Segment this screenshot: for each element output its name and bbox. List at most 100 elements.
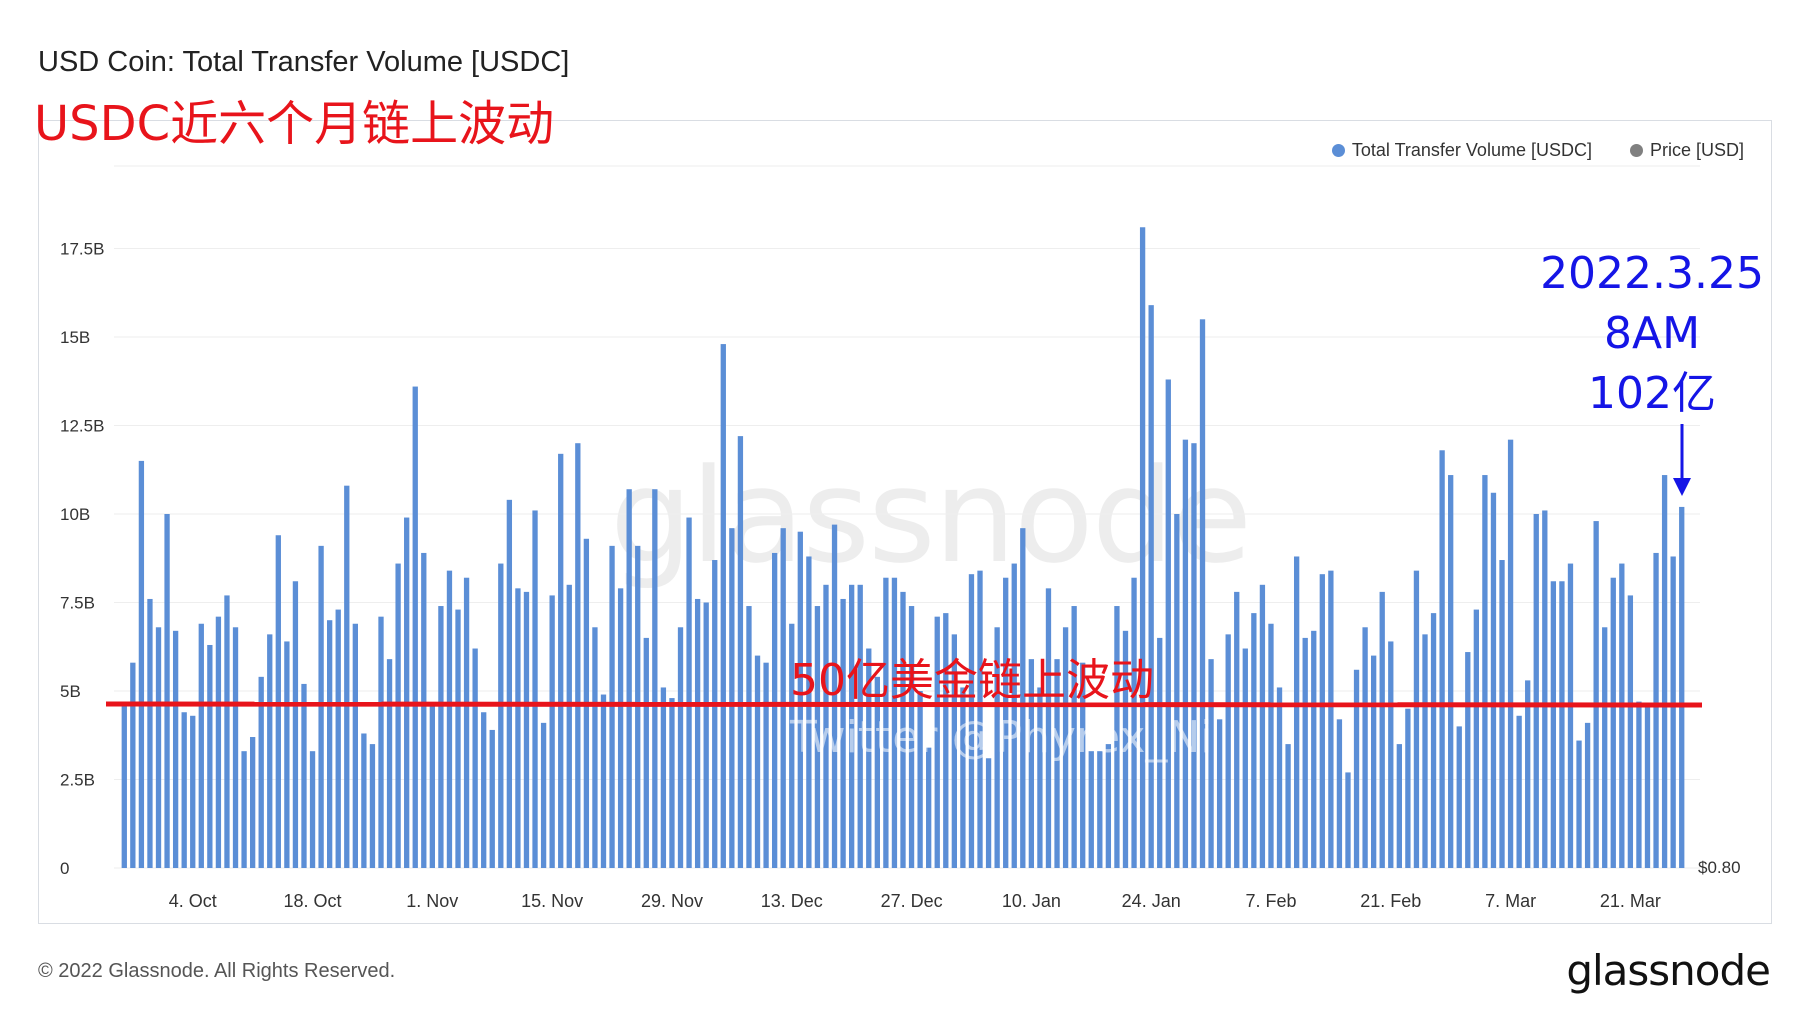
bar[interactable]: [1439, 450, 1445, 868]
bar[interactable]: [1199, 319, 1206, 868]
bar[interactable]: [960, 687, 966, 868]
bar[interactable]: [891, 577, 898, 868]
bar[interactable]: [1636, 701, 1642, 868]
bar[interactable]: [831, 524, 838, 868]
bar[interactable]: [1499, 560, 1505, 868]
bar[interactable]: [1225, 634, 1231, 868]
bar[interactable]: [523, 591, 530, 868]
bar[interactable]: [232, 627, 239, 868]
bar[interactable]: [926, 747, 932, 868]
bar[interactable]: [540, 722, 547, 868]
bar[interactable]: [806, 556, 812, 868]
bar[interactable]: [361, 733, 367, 868]
bar[interactable]: [635, 545, 641, 868]
bar[interactable]: [789, 623, 795, 868]
bar[interactable]: [558, 453, 564, 868]
bar[interactable]: [1020, 528, 1026, 868]
bar[interactable]: [1011, 563, 1017, 868]
bar[interactable]: [1148, 305, 1154, 868]
bar[interactable]: [515, 588, 521, 868]
bar[interactable]: [874, 676, 880, 868]
bar[interactable]: [352, 623, 358, 868]
bar[interactable]: [292, 581, 299, 868]
bar[interactable]: [1627, 595, 1634, 868]
bar[interactable]: [224, 595, 230, 868]
bar[interactable]: [378, 616, 384, 868]
bar[interactable]: [207, 644, 213, 868]
bar[interactable]: [677, 627, 684, 868]
bar[interactable]: [1293, 556, 1300, 868]
bar[interactable]: [1114, 606, 1120, 868]
bar[interactable]: [840, 598, 846, 868]
bar[interactable]: [737, 436, 744, 868]
bar[interactable]: [849, 584, 855, 868]
bar[interactable]: [771, 552, 778, 868]
bar[interactable]: [327, 620, 333, 868]
bar[interactable]: [1473, 609, 1479, 868]
bar[interactable]: [703, 602, 709, 869]
bar[interactable]: [626, 489, 632, 868]
bar[interactable]: [1242, 648, 1248, 868]
bar[interactable]: [1559, 581, 1565, 868]
bar[interactable]: [1353, 669, 1360, 868]
bar[interactable]: [429, 705, 435, 868]
bar[interactable]: [720, 344, 726, 869]
bar[interactable]: [592, 627, 598, 868]
bar[interactable]: [660, 687, 667, 868]
bar[interactable]: [609, 545, 615, 868]
bar[interactable]: [1191, 443, 1197, 868]
bar[interactable]: [686, 517, 692, 868]
bar[interactable]: [1482, 475, 1488, 868]
bar[interactable]: [1422, 634, 1428, 868]
bar[interactable]: [1311, 630, 1317, 868]
bar[interactable]: [754, 655, 761, 868]
bar[interactable]: [617, 588, 624, 868]
bar[interactable]: [181, 712, 187, 868]
bar[interactable]: [1533, 514, 1539, 868]
bar[interactable]: [985, 758, 992, 868]
bar[interactable]: [1602, 627, 1608, 868]
legend-item-volume[interactable]: Total Transfer Volume [USDC]: [1331, 140, 1592, 161]
bar[interactable]: [823, 584, 829, 868]
bar[interactable]: [155, 627, 162, 868]
bar[interactable]: [386, 659, 393, 868]
bar[interactable]: [866, 648, 872, 868]
bar[interactable]: [335, 609, 341, 868]
bar[interactable]: [1525, 680, 1531, 868]
bar[interactable]: [1234, 591, 1240, 868]
bar[interactable]: [1550, 581, 1557, 868]
bar[interactable]: [1388, 641, 1394, 868]
bar[interactable]: [438, 606, 444, 868]
bar[interactable]: [1139, 227, 1146, 868]
bar[interactable]: [258, 676, 264, 868]
bar[interactable]: [130, 662, 136, 868]
bar[interactable]: [1396, 744, 1402, 868]
bar[interactable]: [652, 489, 658, 868]
bar[interactable]: [301, 683, 307, 868]
bar[interactable]: [712, 560, 718, 868]
bar[interactable]: [164, 514, 170, 868]
bar[interactable]: [395, 563, 401, 868]
bar[interactable]: [746, 606, 752, 868]
bar[interactable]: [481, 712, 487, 868]
bar[interactable]: [1122, 630, 1129, 868]
bar[interactable]: [814, 606, 821, 868]
bar[interactable]: [1362, 627, 1368, 868]
bar[interactable]: [1661, 475, 1668, 868]
bar[interactable]: [284, 641, 290, 868]
bar[interactable]: [968, 574, 975, 868]
bar[interactable]: [1644, 705, 1651, 868]
bar[interactable]: [1268, 623, 1274, 868]
bar[interactable]: [369, 744, 376, 868]
bar[interactable]: [1610, 577, 1616, 868]
bar[interactable]: [1413, 570, 1420, 868]
bar[interactable]: [1490, 492, 1497, 868]
bar[interactable]: [489, 729, 495, 868]
bar[interactable]: [1584, 722, 1591, 868]
bar[interactable]: [1003, 577, 1009, 868]
bar[interactable]: [172, 630, 179, 868]
bar[interactable]: [1259, 584, 1266, 868]
bar[interactable]: [1285, 744, 1291, 868]
bar[interactable]: [780, 528, 786, 868]
bar[interactable]: [1157, 637, 1163, 868]
